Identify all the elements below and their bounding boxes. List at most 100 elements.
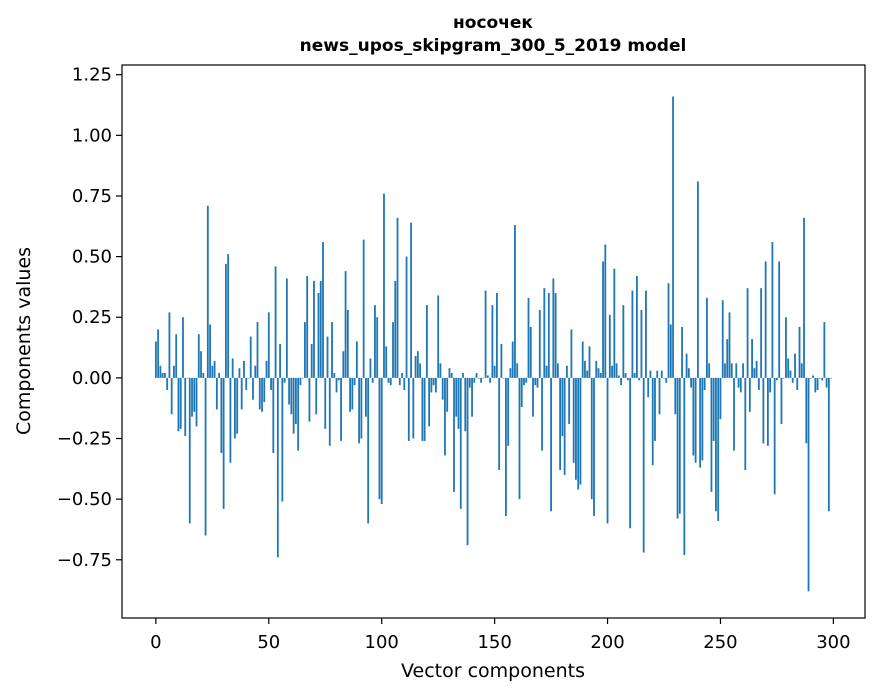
bar-93 bbox=[365, 377, 367, 417]
x-tick-label: 150 bbox=[477, 632, 511, 653]
bar-248 bbox=[715, 377, 717, 512]
bar-192 bbox=[588, 346, 591, 378]
bar-220 bbox=[651, 377, 654, 466]
bar-23 bbox=[206, 205, 209, 378]
bar-116 bbox=[416, 351, 419, 378]
bar-11 bbox=[179, 377, 182, 429]
bar-44 bbox=[254, 365, 257, 378]
bar-150 bbox=[493, 365, 496, 378]
bar-271 bbox=[766, 377, 769, 446]
bar-63 bbox=[297, 377, 300, 451]
bar-104 bbox=[389, 377, 392, 386]
bar-294 bbox=[818, 377, 821, 379]
bar-3 bbox=[161, 373, 164, 378]
bar-184 bbox=[570, 329, 573, 378]
bar-131 bbox=[450, 373, 453, 378]
bar-139 bbox=[468, 377, 471, 388]
bar-235 bbox=[685, 353, 688, 378]
bar-2 bbox=[159, 365, 162, 378]
bar-203 bbox=[613, 268, 616, 378]
bar-263 bbox=[748, 377, 751, 412]
bar-144 bbox=[480, 377, 482, 383]
bar-27 bbox=[215, 377, 218, 410]
bar-148 bbox=[489, 377, 492, 383]
bar-26 bbox=[213, 360, 216, 378]
bar-177 bbox=[554, 292, 557, 378]
bar-210 bbox=[629, 377, 632, 529]
bar-69 bbox=[310, 343, 313, 378]
bar-221 bbox=[654, 377, 656, 441]
bar-16 bbox=[191, 377, 193, 417]
plot-frame bbox=[121, 64, 866, 619]
bar-128 bbox=[444, 377, 446, 456]
y-tick-label: 0.25 bbox=[72, 307, 112, 328]
bar-120 bbox=[425, 305, 428, 378]
bar-138 bbox=[466, 377, 469, 546]
bar-284 bbox=[796, 377, 799, 391]
y-tick-label: −0.50 bbox=[57, 489, 112, 510]
bar-262 bbox=[746, 288, 749, 378]
bar-231 bbox=[676, 377, 679, 519]
bar-245 bbox=[708, 363, 711, 378]
bar-181 bbox=[563, 377, 566, 475]
bar-99 bbox=[378, 377, 381, 500]
x-tick-label: 300 bbox=[816, 632, 850, 653]
bar-188 bbox=[579, 377, 582, 485]
bar-119 bbox=[423, 377, 426, 441]
bar-187 bbox=[577, 377, 580, 490]
bar-41 bbox=[247, 377, 250, 379]
bar-256 bbox=[733, 377, 735, 451]
bar-281 bbox=[789, 370, 792, 378]
bar-127 bbox=[441, 377, 444, 400]
bar-155 bbox=[505, 377, 507, 517]
bar-43 bbox=[252, 377, 254, 400]
bar-96 bbox=[371, 377, 374, 383]
y-tick-label: −0.25 bbox=[57, 429, 112, 450]
bar-78 bbox=[331, 322, 333, 378]
bar-206 bbox=[620, 377, 622, 386]
bar-94 bbox=[367, 377, 370, 524]
bar-130 bbox=[448, 368, 451, 378]
bar-133 bbox=[455, 377, 458, 417]
bar-230 bbox=[674, 377, 677, 415]
bar-216 bbox=[642, 377, 645, 553]
bar-267 bbox=[757, 377, 760, 391]
bar-45 bbox=[256, 322, 259, 378]
bar-22 bbox=[204, 377, 207, 536]
bar-106 bbox=[394, 280, 397, 378]
bar-243 bbox=[703, 377, 706, 391]
y-axis-label: Components values bbox=[13, 247, 35, 435]
bar-159 bbox=[514, 225, 516, 378]
bar-218 bbox=[647, 377, 650, 398]
bar-83 bbox=[342, 351, 345, 378]
bar-238 bbox=[692, 377, 695, 456]
bar-234 bbox=[683, 377, 686, 555]
bar-166 bbox=[529, 326, 532, 378]
y-tick-label: 1.25 bbox=[72, 65, 112, 86]
bar-110 bbox=[403, 377, 406, 391]
bar-111 bbox=[405, 256, 408, 378]
chart-subtitle: news_upos_skipgram_300_5_2019 model bbox=[300, 36, 687, 56]
bar-32 bbox=[227, 254, 230, 378]
bar-35 bbox=[234, 377, 236, 439]
bar-189 bbox=[581, 341, 584, 378]
bar-19 bbox=[197, 334, 200, 378]
bar-30 bbox=[222, 377, 225, 509]
bar-36 bbox=[236, 377, 239, 434]
bar-259 bbox=[739, 377, 742, 393]
bar-70 bbox=[313, 280, 315, 378]
bar-209 bbox=[626, 377, 629, 381]
bar-92 bbox=[362, 239, 365, 378]
bar-73 bbox=[319, 280, 322, 378]
bar-126 bbox=[439, 363, 442, 378]
bar-109 bbox=[401, 373, 403, 378]
bar-239 bbox=[694, 377, 697, 463]
bar-266 bbox=[755, 360, 758, 378]
bar-149 bbox=[491, 305, 494, 378]
bar-190 bbox=[584, 360, 586, 378]
bar-57 bbox=[283, 377, 286, 383]
bar-136 bbox=[462, 373, 464, 378]
bar-95 bbox=[369, 358, 372, 378]
x-tick-label: 100 bbox=[365, 632, 399, 653]
bar-202 bbox=[611, 365, 613, 378]
